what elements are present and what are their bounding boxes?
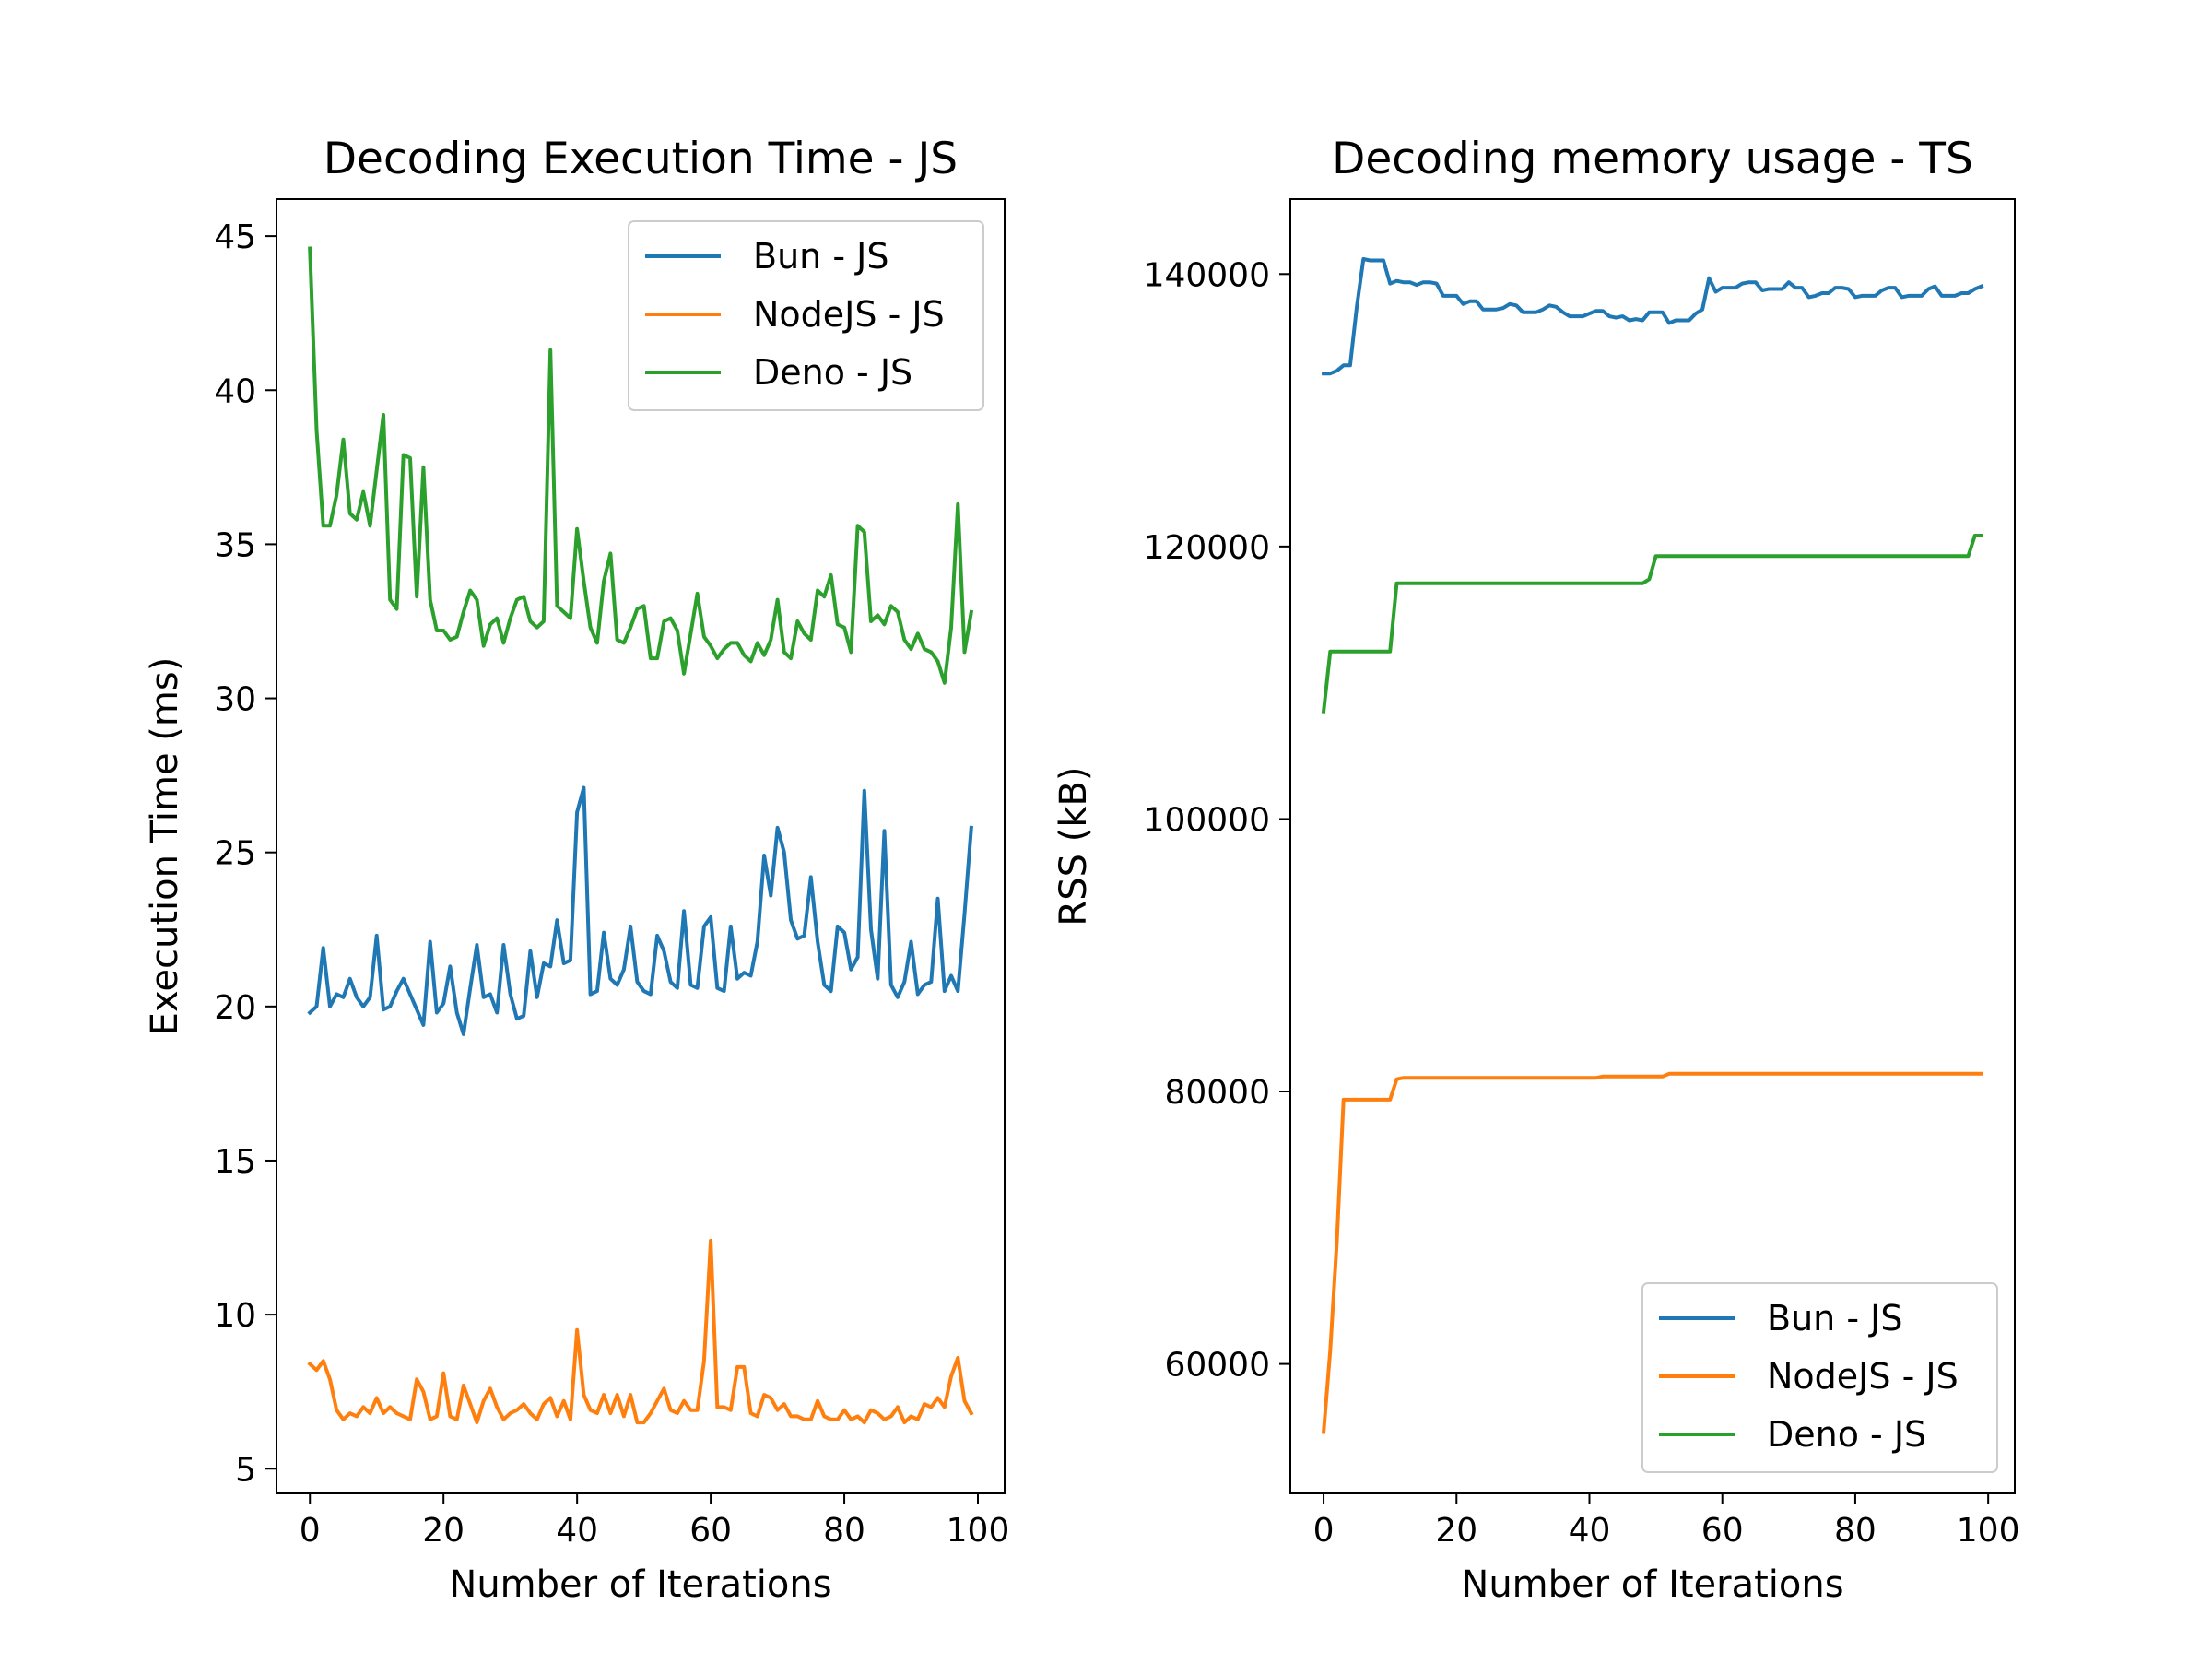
y-tick-label: 15 [214, 1143, 256, 1181]
y-tick-label: 30 [214, 681, 256, 719]
y-tick-label: 45 [214, 218, 256, 256]
x-axis-label: Number of Iterations [449, 1563, 831, 1606]
legend-entry: Bun - JS [1767, 1298, 1902, 1339]
y-axis-label: RSS (kB) [1053, 766, 1095, 926]
y-tick-label: 120000 [1144, 529, 1270, 567]
series-line-nodejs-js [307, 1238, 974, 1425]
chart-title: Decoding Execution Time - JS [324, 134, 958, 184]
series-line-nodejs-js [1321, 1071, 1983, 1434]
x-axis-label: Number of Iterations [1461, 1563, 1843, 1606]
legend: Bun - JS NodeJS - JS Deno - JS [1641, 1282, 1998, 1473]
legend-entry: NodeJS - JS [753, 294, 945, 335]
y-tick-label: 40 [214, 372, 256, 410]
x-tick-label: 100 [947, 1512, 1010, 1550]
x-tick-label: 80 [1834, 1512, 1877, 1550]
execution-time-panel: 0 20 40 60 80 100 5 10 15 20 25 30 35 40 45 Decoding Ex… [144, 134, 1009, 1606]
memory-usage-panel: 0 20 40 60 80 100 60000 80000 100000 120000 140000… [1053, 134, 2020, 1606]
chart-title: Decoding memory usage - TS [1332, 134, 1973, 184]
series-line-bun-js [307, 785, 973, 1036]
series-group [1321, 257, 1984, 1434]
x-tick-label: 40 [1569, 1512, 1611, 1550]
x-tick-label: 0 [300, 1512, 321, 1550]
legend-box [628, 220, 984, 411]
x-tick-label: 60 [1701, 1512, 1744, 1550]
y-axis-label: Execution Time (ms) [144, 657, 186, 1036]
series-group [307, 246, 974, 1425]
y-tick-label: 25 [214, 835, 256, 873]
y-tick-label: 80000 [1164, 1074, 1270, 1112]
series-line-bun-js [1322, 257, 1984, 376]
axes-frame [276, 198, 1006, 1494]
x-tick-label: 100 [1957, 1512, 2020, 1550]
y-tick-label: 60000 [1164, 1347, 1270, 1385]
legend-entry: Deno - JS [753, 352, 912, 393]
x-tick-label: 20 [422, 1512, 465, 1550]
series-line-deno-js [308, 246, 974, 685]
y-tick-label: 5 [235, 1451, 256, 1489]
x-tick-label: 60 [689, 1512, 732, 1550]
y-tick-label: 140000 [1144, 256, 1270, 294]
legend-box [1641, 1282, 1998, 1473]
legend-entry: NodeJS - JS [1767, 1356, 1959, 1397]
x-tick-label: 20 [1435, 1512, 1477, 1550]
y-tick-label: 10 [214, 1297, 256, 1335]
legend-entry: Bun - JS [753, 236, 888, 277]
legend: Bun - JS NodeJS - JS Deno - JS [628, 220, 984, 411]
x-tick-label: 80 [823, 1512, 865, 1550]
x-tick-label: 40 [556, 1512, 598, 1550]
legend-entry: Deno - JS [1767, 1414, 1926, 1455]
x-tick-label: 0 [1313, 1512, 1335, 1550]
y-tick-label: 20 [214, 989, 256, 1027]
y-tick-label: 100000 [1144, 801, 1270, 839]
series-line-deno-js [1321, 534, 1983, 714]
y-tick-label: 35 [214, 526, 256, 564]
axes-frame [1289, 198, 2016, 1494]
